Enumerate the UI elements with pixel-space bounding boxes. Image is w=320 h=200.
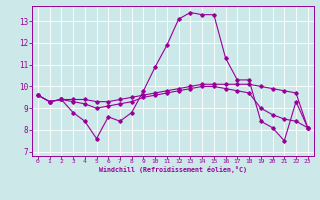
X-axis label: Windchill (Refroidissement éolien,°C): Windchill (Refroidissement éolien,°C) [99,166,247,173]
